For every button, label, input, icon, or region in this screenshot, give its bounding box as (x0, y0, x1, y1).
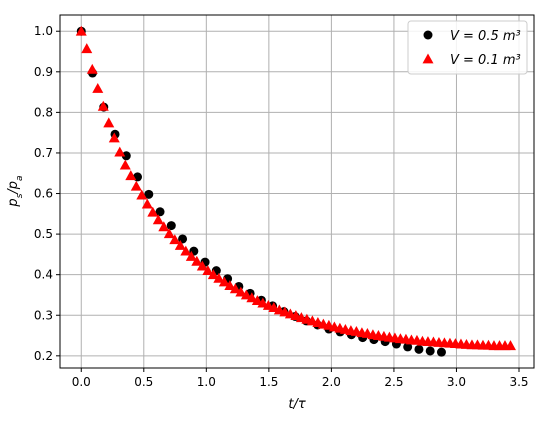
data-point-triangle (108, 132, 120, 143)
data-point-circle (144, 189, 154, 199)
data-point-triangle (81, 43, 93, 54)
x-tick-label: 1.0 (197, 375, 216, 389)
series-2 (75, 25, 516, 351)
y-axis-label: ps/pa (6, 175, 25, 207)
data-point-circle (121, 151, 131, 161)
data-point-triangle (246, 292, 258, 303)
legend-marker (423, 30, 433, 40)
x-tick-label: 3.0 (447, 375, 466, 389)
y-tick-label: 0.6 (34, 187, 53, 201)
data-point-triangle (229, 283, 241, 294)
y-tick-label: 0.9 (34, 65, 53, 79)
data-point-triangle (202, 265, 214, 276)
data-point-triangle (125, 170, 137, 181)
data-point-triangle (169, 234, 181, 245)
y-tick-label: 1.0 (34, 24, 53, 38)
data-point-triangle (152, 214, 164, 225)
x-tick-label: 3.5 (509, 375, 528, 389)
x-tick-label: 0.0 (72, 375, 91, 389)
data-series (75, 25, 516, 357)
legend-marker (422, 53, 434, 64)
legend: V = 0.5 m³ V = 0.1 m³ (407, 20, 528, 75)
y-tick-label: 0.7 (34, 146, 53, 160)
data-point-circle (155, 207, 165, 217)
data-point-triangle (141, 198, 153, 209)
data-point-triangle (213, 272, 225, 283)
data-point-triangle (163, 228, 175, 239)
data-point-triangle (75, 25, 87, 36)
data-point-triangle (235, 286, 247, 297)
data-point-triangle (180, 245, 192, 256)
data-point-triangle (196, 260, 208, 271)
data-point-triangle (224, 280, 236, 291)
axis-ticks: 0.0 0.5 1.0 1.5 2.0 2.5 3.0 3.5 0.2 0.3 0.4 0.5 0.6 0… (34, 24, 529, 389)
plot-frame (59, 14, 535, 369)
y-tick-label: 0.2 (34, 349, 53, 363)
legend-box (407, 20, 528, 75)
data-point-triangle (158, 221, 170, 232)
x-tick-label: 2.0 (322, 375, 341, 389)
data-point-triangle (147, 206, 159, 217)
data-point-triangle (207, 269, 219, 280)
data-point-triangle (191, 255, 203, 266)
data-point-triangle (86, 63, 98, 74)
data-point-circle (436, 347, 446, 357)
data-point-triangle (174, 239, 186, 250)
y-tick-label: 0.8 (34, 105, 53, 119)
data-point-triangle (92, 82, 104, 93)
data-point-triangle (218, 276, 230, 287)
legend-label: V = 0.5 m³ (450, 29, 521, 44)
data-point-triangle (136, 189, 148, 200)
data-point-triangle (240, 289, 252, 300)
data-point-triangle (504, 340, 516, 351)
data-point-triangle (97, 100, 109, 111)
x-tick-label: 0.5 (134, 375, 153, 389)
y-tick-label: 0.5 (34, 227, 53, 241)
x-tick-label: 2.5 (384, 375, 403, 389)
data-point-triangle (130, 180, 142, 191)
x-axis-label: t/τ (288, 397, 305, 412)
data-point-triangle (114, 146, 126, 157)
data-point-circle (414, 344, 424, 354)
legend-label: V = 0.1 m³ (450, 53, 521, 68)
y-tick-label: 0.4 (34, 268, 53, 282)
data-point-circle (425, 346, 435, 356)
data-point-triangle (103, 117, 115, 128)
data-point-circle (166, 221, 176, 231)
data-point-triangle (185, 250, 197, 261)
data-point-circle (403, 342, 413, 352)
data-point-triangle (119, 159, 131, 170)
y-tick-label: 0.3 (34, 308, 53, 322)
x-tick-label: 1.5 (259, 375, 278, 389)
